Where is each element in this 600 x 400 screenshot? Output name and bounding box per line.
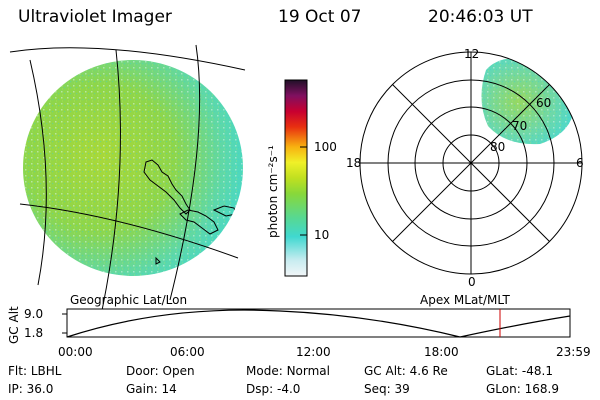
info-gain-value: 14 — [161, 382, 177, 396]
info-door: Door: Open — [126, 364, 195, 378]
info-gain-label: Gain: — [126, 382, 158, 396]
info-seq-value: 39 — [394, 382, 410, 396]
observation-date: 19 Oct 07 — [278, 7, 362, 27]
mlt-label-18: 18 — [346, 156, 362, 170]
polar-mlt-plot — [359, 51, 583, 275]
colorbar-tick-100: 100 — [314, 140, 337, 154]
info-glat-value: -48.1 — [521, 364, 553, 378]
info-ip: IP: 36.0 — [8, 382, 53, 396]
timeline-x-tick-1200: 12:00 — [296, 345, 331, 359]
info-dsp-label: Dsp: — [246, 382, 274, 396]
timeline-right-title: Apex MLat/MLT — [420, 293, 510, 307]
info-seq-label: Seq: — [364, 382, 391, 396]
timeline-y-label: GC Alt — [7, 306, 21, 344]
info-mode-label: Mode: — [246, 364, 283, 378]
info-mode-value: Normal — [286, 364, 330, 378]
info-glat-label: GLat: — [486, 364, 519, 378]
info-gcalt-value: 4.6 Re — [409, 364, 448, 378]
info-dsp-value: -4.0 — [276, 382, 301, 396]
info-mode: Mode: Normal — [246, 364, 330, 378]
colorbar-tick-10: 10 — [314, 228, 330, 242]
info-gcalt-label: GC Alt: — [364, 364, 406, 378]
observation-time: 20:46:03 UT — [428, 7, 533, 27]
mlt-label-6: 6 — [576, 156, 584, 170]
mlt-label-12: 12 — [464, 47, 480, 61]
colorbar-unit-label: photon cm⁻²s⁻¹ — [266, 145, 280, 238]
timeline-x-tick-1800: 18:00 — [424, 345, 459, 359]
info-glat: GLat: -48.1 — [486, 364, 553, 378]
info-door-label: Door: — [126, 364, 159, 378]
timeline-y-tick-1-8: 1.8 — [24, 326, 44, 340]
info-flt-value: LBHL — [30, 364, 62, 378]
info-gcalt: GC Alt: 4.6 Re — [364, 364, 448, 378]
intensity-colorbar — [284, 79, 308, 277]
app-title: Ultraviolet Imager — [18, 7, 172, 27]
info-glon-label: GLon: — [486, 382, 521, 396]
mlt-label-0: 0 — [468, 275, 476, 289]
info-flt: Flt: LBHL — [8, 364, 61, 378]
earth-disk-image — [9, 44, 246, 321]
altitude-timeline — [62, 308, 571, 338]
timeline-x-tick-2359: 23:59 — [556, 345, 591, 359]
mlat-label-80: 80 — [490, 140, 506, 154]
info-seq: Seq: 39 — [364, 382, 410, 396]
info-gain: Gain: 14 — [126, 382, 177, 396]
mlat-label-60: 60 — [536, 96, 552, 110]
timeline-x-tick-0600: 06:00 — [170, 345, 205, 359]
timeline-x-tick-0000: 00:00 — [58, 345, 93, 359]
mlat-label-70: 70 — [512, 119, 528, 133]
info-ip-label: IP: — [8, 382, 23, 396]
info-glon-value: 168.9 — [524, 382, 559, 396]
info-flt-label: Flt: — [8, 364, 27, 378]
info-dsp: Dsp: -4.0 — [246, 382, 300, 396]
info-ip-value: 36.0 — [26, 382, 54, 396]
info-glon: GLon: 168.9 — [486, 382, 559, 396]
info-door-value: Open — [162, 364, 195, 378]
timeline-y-tick-9: 9.0 — [24, 307, 44, 321]
timeline-left-title: Geographic Lat/Lon — [70, 293, 188, 307]
